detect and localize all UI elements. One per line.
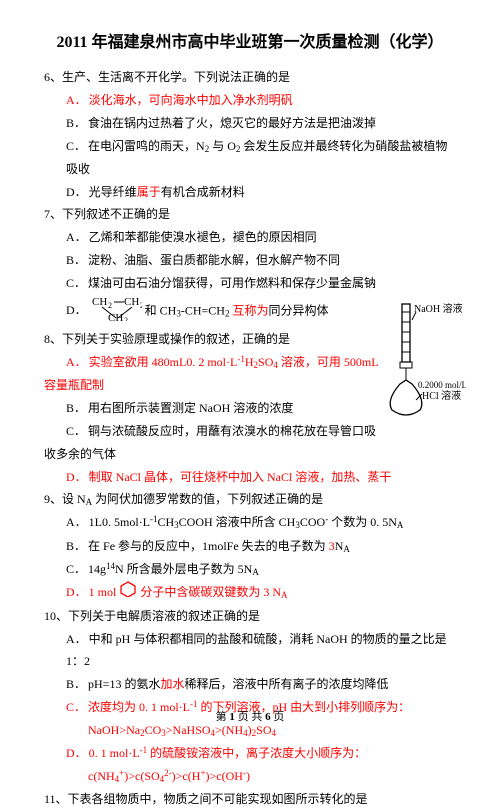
q7-b-text: 淀粉、油脂、蛋白质都能水解，但水解产物不同: [88, 253, 340, 267]
q9-a-post: 个数为 0. 5N: [331, 515, 397, 529]
q10-d-line2: c(NH4+)>c(SO42-)>c(H+)>c(OH-): [44, 765, 456, 788]
q9-c-mid: N 所含最外层电子数为 5N: [115, 562, 252, 576]
q6-opt-a: A．淡化海水，可向海水中加入净水剂明矾: [44, 89, 456, 112]
q10-d2-d: )>c(OH: [206, 769, 243, 783]
q6-a-text: 淡化海水，可向海水中加入净水剂明矾: [89, 93, 293, 107]
q8-d-red: 加热、蒸干: [331, 470, 391, 484]
q9-stem-post: 为阿伏加德罗常数的值，下列叙述正确的是: [92, 492, 323, 506]
q11-stem: 11、下表各组物质中，物质之间不可能实现如图所示转化的是: [44, 788, 456, 811]
q6-d-pre: 光导纤维: [89, 185, 137, 199]
q9-a-mid: CH: [158, 515, 175, 529]
q6-d-red: 属于: [137, 185, 161, 199]
svg-text:2: 2: [124, 316, 128, 321]
footer-mid2: 页 共: [235, 711, 265, 723]
q9-a-mid3: COO: [300, 515, 325, 529]
q8-d-pre: 制取 NaCl 晶体，可往烧杯中加入: [89, 470, 264, 484]
q10-opt-a: A．中和 pH 与体积都相同的盐酸和硫酸，消耗 NaOH 的物质的量之比是 1：…: [44, 628, 456, 674]
question-6: 6、生产、生活离不开化学。下列说法正确的是 A．淡化海水，可向海水中加入净水剂明…: [44, 66, 456, 203]
q9-opt-c: C．14g14N 所含最外层电子数为 5NA: [44, 558, 456, 581]
label-hcl: HCl 溶液: [422, 389, 461, 402]
q10-d2-a: c(NH: [88, 769, 115, 783]
footer-post: 页: [271, 711, 285, 723]
q9-opt-a: A．1L0. 5mol·L-1CH3COOH 溶液中所含 CH3COO- 个数为…: [44, 511, 456, 534]
q10-stem: 10、下列关于电解质溶液的叙述正确的是: [44, 605, 456, 628]
q10-opt-d: D．0. 1 mol·L-1 的硫酸铵溶液中，离子浓度大小顺序为：: [44, 742, 456, 765]
q8-b-text: 用右图所示装置测定 NaOH 溶液的浓度: [88, 401, 293, 415]
q9-opt-b: B．在 Fe 参与的反应中，1molFe 失去的电子数为 3NA: [44, 535, 456, 558]
q8-a-post: 溶液，可用 500mL: [278, 355, 379, 369]
q10-a-text: 中和 pH 与体积都相同的盐酸和硫酸，消耗 NaOH 的物质的量之比是 1：2: [66, 632, 447, 669]
label-conc: 0.2000 mol/L: [418, 380, 466, 390]
q9-stem-pre: 9、设 N: [44, 492, 86, 506]
question-10: 10、下列关于电解质溶液的叙述正确的是 A．中和 pH 与体积都相同的盐酸和硫酸…: [44, 605, 456, 788]
titration-apparatus-icon: NaOH 溶液 0.2000 mol/L HCl 溶液: [372, 302, 466, 422]
question-11: 11、下表各组物质中，物质之间不可能实现如图所示转化的是: [44, 788, 456, 811]
q7-opt-a: A．乙烯和苯都能使溴水褪色，褪色的原因相同: [44, 226, 456, 249]
q6-b-text: 食油在锅内过热着了火，熄灭它的最好方法是把油泼掉: [88, 116, 376, 130]
svg-text:CH: CH: [108, 312, 123, 321]
q8-a-pre: 实验室欲用 480mL0. 2 mol·L: [89, 355, 238, 369]
q6-c-pre: 在电闪雷鸣的雨天，N: [88, 139, 205, 153]
q10-d2-b: )>c(SO: [124, 769, 159, 783]
benzene-icon: [119, 581, 137, 605]
q7-d-mid: 和 CH: [145, 303, 177, 317]
q10-opt-b: B．pH=13 的氨水加水稀释后，溶液中所有离子的浓度均降低: [44, 673, 456, 696]
q6-opt-d: D．光导纤维属于有机合成新材料: [44, 181, 456, 204]
q9-opt-d: D．1 mol 分子中含碳碳双键数为 3 NA: [44, 581, 456, 605]
q7-stem: 7、下列叙述不正确的是: [44, 203, 456, 226]
svg-text:CH: CH: [124, 296, 139, 308]
q10-d-pre: 0. 1 mol·L: [89, 746, 140, 760]
question-9: 9、设 NA 为阿伏加德罗常数的值，下列叙述正确的是 A．1L0. 5mol·L…: [44, 488, 456, 605]
q6-c-mid: 与 O: [209, 139, 236, 153]
q8-opt-d: D．制取 NaCl 晶体，可往烧杯中加入 NaCl 溶液，加热、蒸干: [44, 466, 456, 489]
svg-text:2: 2: [108, 301, 112, 310]
footer-pre: 第: [216, 711, 230, 723]
svg-text:2: 2: [140, 301, 142, 310]
q9-a-mid2: COOH 溶液中所含 CH: [179, 515, 296, 529]
label-naoh: NaOH 溶液: [414, 302, 463, 315]
q8-c-line2: 收多余的气体: [44, 443, 456, 466]
q8-d-mid: NaCl 溶液，: [264, 470, 331, 484]
q6-opt-c: C．在电闪雷鸣的雨天，N2 与 O2 会发生反应并最终转化为硝酸盐被植物吸收: [44, 135, 456, 181]
q7-d-post: 同分异构体: [268, 303, 328, 317]
page-footer: 第 1 页 共 6 页: [0, 707, 500, 728]
q6-stem: 6、生产、生活离不开化学。下列说法正确的是: [44, 66, 456, 89]
q10-d2-e: ): [246, 769, 250, 783]
q6-d-post: 有机合成新材料: [161, 185, 245, 199]
q9-stem: 9、设 NA 为阿伏加德罗常数的值，下列叙述正确的是: [44, 488, 456, 511]
q8-a-mid2: SO: [258, 355, 273, 369]
q9-b-pre: 在 Fe 参与的反应中，1molFe 失去的电子数为: [88, 539, 326, 553]
q7-d-mid2: -CH=CH: [181, 303, 225, 317]
q10-b-red: 加水: [160, 677, 184, 691]
q7-d-red: 互称为: [229, 303, 268, 317]
q10-d-post: 的硫酸铵溶液中，离子浓度大小顺序为：: [147, 746, 366, 760]
q9-c-pre: 14g: [88, 562, 106, 576]
q8-opt-c: C．铜与浓硫酸反应时，用蘸有浓溴水的棉花放在导管口吸: [44, 420, 456, 443]
q9-d-red: 分子中含碳碳双键数为 3 N: [140, 585, 281, 599]
q7-a-text: 乙烯和苯都能使溴水褪色，褪色的原因相同: [89, 230, 317, 244]
page-title: 2011 年福建泉州市高中毕业班第一次质量检测（化学）: [44, 28, 456, 58]
q8-c-line1: 铜与浓硫酸反应时，用蘸有浓溴水的棉花放在导管口吸: [88, 424, 376, 438]
q10-b-post: 稀释后，溶液中所有离子的浓度均降低: [184, 677, 388, 691]
cyclopropane-icon: CH2 CH2 CH2: [92, 295, 142, 329]
q7-opt-c: C．煤油可由石油分馏获得，可用作燃料和保存少量金属钠: [44, 272, 456, 295]
q9-a-pre: 1L0. 5mol·L: [89, 515, 150, 529]
svg-text:CH: CH: [92, 296, 107, 308]
q7-c-text: 煤油可由石油分馏获得，可用作燃料和保存少量金属钠: [88, 276, 376, 290]
q10-d2-c: )>c(H: [172, 769, 201, 783]
q7-opt-b: B．淀粉、油脂、蛋白质都能水解，但水解产物不同: [44, 249, 456, 272]
q6-opt-b: B．食油在锅内过热着了火，熄灭它的最好方法是把油泼掉: [44, 112, 456, 135]
q9-d-pre: 1 mol: [89, 585, 117, 599]
q10-b-pre: pH=13 的氨水: [88, 677, 160, 691]
q8-a-mid: H: [245, 355, 254, 369]
